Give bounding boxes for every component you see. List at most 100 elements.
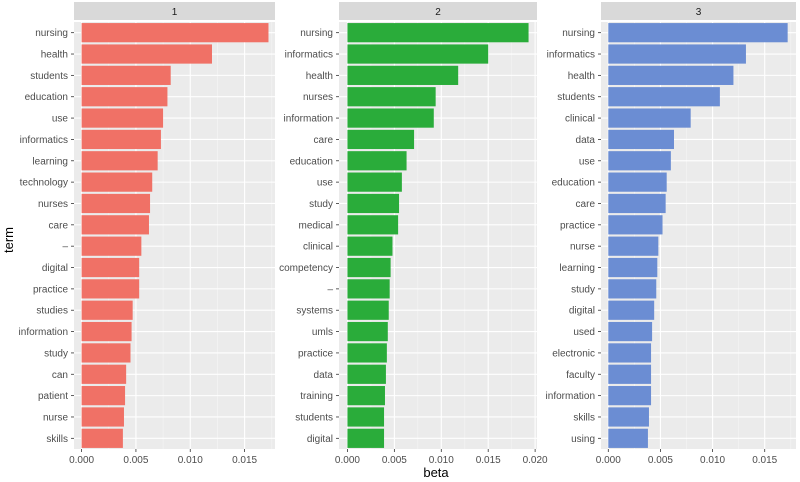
y-tick-label: care	[49, 220, 69, 231]
y-tick-label: students	[295, 412, 333, 423]
bar	[608, 428, 648, 448]
y-tick-label: use	[317, 178, 334, 189]
y-tick-label: education	[290, 156, 333, 167]
y-tick-label: data	[576, 135, 596, 146]
bar	[608, 236, 659, 256]
bar	[347, 407, 385, 427]
bar	[81, 65, 171, 85]
y-tick-label: patient	[38, 391, 68, 402]
y-tick-label: –	[327, 284, 333, 295]
bar	[608, 193, 666, 214]
y-tick-label: practice	[33, 284, 68, 295]
bar	[608, 23, 788, 43]
bar	[347, 236, 393, 256]
y-tick-label: training	[300, 391, 333, 402]
y-tick-label: –	[62, 242, 68, 253]
y-tick-label: clinical	[303, 242, 333, 253]
y-tick-label: nurse	[43, 412, 68, 423]
panel-background	[601, 22, 796, 449]
y-tick-label: nurses	[38, 199, 68, 210]
bar	[608, 279, 657, 299]
x-tick-label: 0.000	[69, 455, 94, 466]
y-axis-title: term	[1, 227, 16, 253]
x-tick-label: 0.015	[232, 455, 257, 466]
facet-strip	[601, 2, 796, 20]
x-tick-label: 0.010	[429, 455, 454, 466]
bar	[608, 44, 746, 64]
y-tick-label: nurse	[570, 242, 595, 253]
bar	[81, 428, 123, 448]
y-tick-label: faculty	[566, 370, 595, 381]
y-tick-label: medical	[299, 220, 333, 231]
y-tick-label: nursing	[35, 28, 68, 39]
bar	[347, 364, 386, 384]
bar	[608, 151, 671, 171]
bar	[608, 129, 674, 150]
y-tick-label: study	[571, 284, 595, 295]
bar	[347, 215, 399, 235]
x-tick-label: 0.020	[523, 455, 548, 466]
bar	[347, 193, 400, 214]
y-tick-label: education	[552, 178, 595, 189]
bar	[347, 108, 434, 128]
bar	[608, 87, 720, 107]
facet-strip-label: 2	[435, 7, 441, 18]
y-tick-label: nursing	[300, 28, 333, 39]
bar	[347, 343, 387, 363]
bar	[347, 151, 407, 171]
y-tick-label: care	[314, 135, 334, 146]
facet-panels: 1 0.000 0.005 0.010 0.015 nursing health studen…	[19, 2, 796, 466]
facet-strip-label: 3	[696, 7, 702, 18]
y-tick-label: information	[19, 327, 68, 338]
bar	[347, 279, 390, 299]
facet-panel-2: 2 0.000 0.005 0.010 0.015 0.020 nursing informa…	[279, 2, 548, 466]
bar	[608, 257, 658, 278]
bar	[81, 321, 132, 342]
y-tick-label: students	[557, 92, 595, 103]
bar	[347, 129, 415, 150]
bar	[347, 257, 391, 278]
bar	[81, 407, 124, 427]
y-tick-label: digital	[42, 263, 68, 274]
y-tick-label: information	[284, 114, 333, 125]
bar	[608, 321, 653, 342]
bar	[608, 108, 691, 128]
bar	[81, 300, 133, 320]
x-tick-label: 0.005	[123, 455, 148, 466]
bar	[81, 87, 168, 107]
y-tick-label: study	[44, 348, 68, 359]
x-tick-label: 0.000	[596, 455, 621, 466]
bar	[608, 215, 663, 235]
facet-strip	[339, 2, 537, 20]
bar	[81, 44, 212, 64]
y-tick-label: use	[52, 114, 69, 125]
y-tick-label: care	[576, 199, 596, 210]
bar	[347, 172, 402, 192]
y-tick-label: electronic	[552, 348, 595, 359]
y-tick-label: health	[41, 50, 68, 61]
bar	[81, 129, 161, 150]
y-tick-label: systems	[296, 306, 333, 317]
x-tick-label: 0.015	[476, 455, 501, 466]
y-tick-label: skills	[46, 434, 68, 445]
bar	[347, 87, 436, 107]
y-tick-label: informatics	[285, 50, 333, 61]
y-tick-label: education	[25, 92, 68, 103]
bar	[81, 193, 151, 214]
y-tick-label: digital	[569, 306, 595, 317]
bar	[347, 386, 385, 406]
y-tick-label: technology	[20, 178, 68, 189]
bar	[81, 215, 149, 235]
y-tick-label: health	[306, 71, 333, 82]
bar	[81, 343, 131, 363]
bar	[81, 364, 127, 384]
y-tick-label: data	[314, 370, 334, 381]
y-tick-label: practice	[298, 348, 333, 359]
y-tick-label: study	[309, 199, 333, 210]
y-tick-label: health	[568, 71, 595, 82]
facet-strip-label: 1	[172, 7, 178, 18]
bar	[347, 23, 529, 43]
bar	[608, 300, 655, 320]
bar	[81, 172, 153, 192]
bar	[347, 65, 459, 85]
